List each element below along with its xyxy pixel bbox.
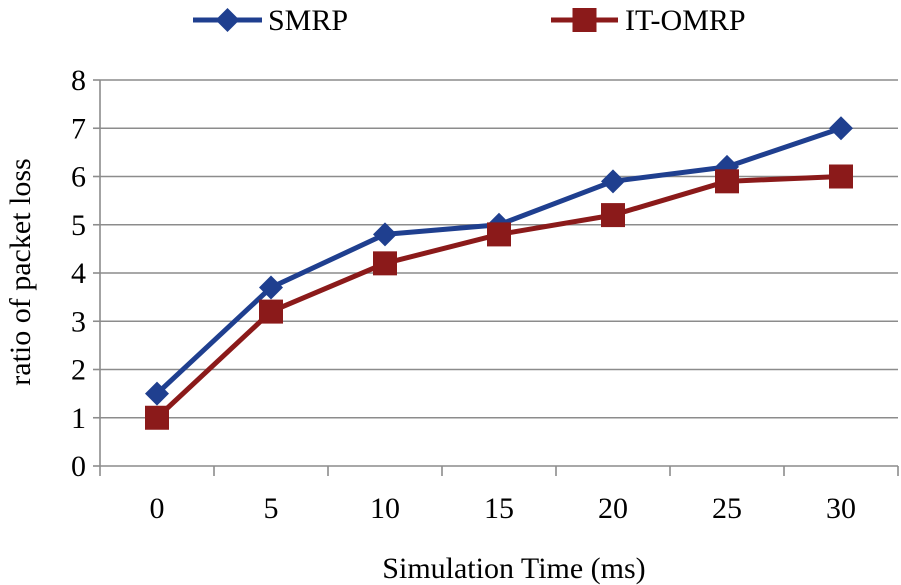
data-point-square [601, 203, 625, 228]
x-tick-label: 25 [712, 492, 742, 525]
data-point-diamond [829, 116, 853, 141]
y-tick-label: 2 [71, 354, 86, 387]
gridlines [100, 79, 898, 419]
x-tick-label: 30 [826, 492, 856, 525]
x-tick-label: 5 [264, 492, 279, 525]
legend-marker-diamond [215, 8, 240, 32]
axes [93, 79, 899, 476]
y-tick-label: 3 [71, 305, 86, 338]
data-point-square [715, 169, 739, 194]
x-tick-labels: 0 5 10 15 20 25 30 [150, 492, 857, 525]
legend-label: SMRP [268, 4, 348, 37]
legend-item-smrp: SMRP [193, 4, 348, 37]
y-tick-label: 6 [71, 161, 86, 194]
data-point-diamond [259, 275, 283, 300]
data-point-diamond [373, 222, 397, 247]
y-tick-label: 5 [71, 209, 86, 242]
series-line [155, 125, 842, 396]
series-it-omrp [145, 164, 853, 430]
series-smrp [145, 116, 853, 406]
x-tick-label: 15 [484, 492, 514, 525]
x-tick-label: 20 [598, 492, 628, 525]
y-tick-label: 0 [71, 450, 86, 483]
data-point-square [487, 222, 511, 247]
x-tick-label: 10 [370, 492, 400, 525]
x-axis-title: Simulation Time (ms) [382, 552, 645, 585]
data-point-square [829, 164, 853, 189]
legend-label: IT-OMRP [625, 4, 746, 37]
y-tick-label: 4 [71, 257, 86, 290]
legend-marker-square [572, 8, 597, 32]
x-tick-label: 0 [150, 492, 165, 525]
data-point-diamond [601, 169, 625, 194]
y-tick-labels: 0 1 2 3 4 5 6 7 8 [71, 64, 86, 483]
data-point-square [145, 405, 169, 430]
legend: SMRP IT-OMRP [193, 4, 746, 37]
y-tick-label: 7 [71, 112, 86, 145]
data-point-diamond [145, 381, 169, 406]
data-point-square [259, 299, 283, 324]
y-tick-label: 1 [71, 402, 86, 435]
series-layer [145, 116, 853, 430]
y-axis-title: ratio of packet loss [4, 158, 37, 385]
data-point-square [373, 251, 397, 276]
y-tick-label: 8 [71, 64, 86, 97]
legend-item-it-omrp: IT-OMRP [551, 4, 746, 37]
